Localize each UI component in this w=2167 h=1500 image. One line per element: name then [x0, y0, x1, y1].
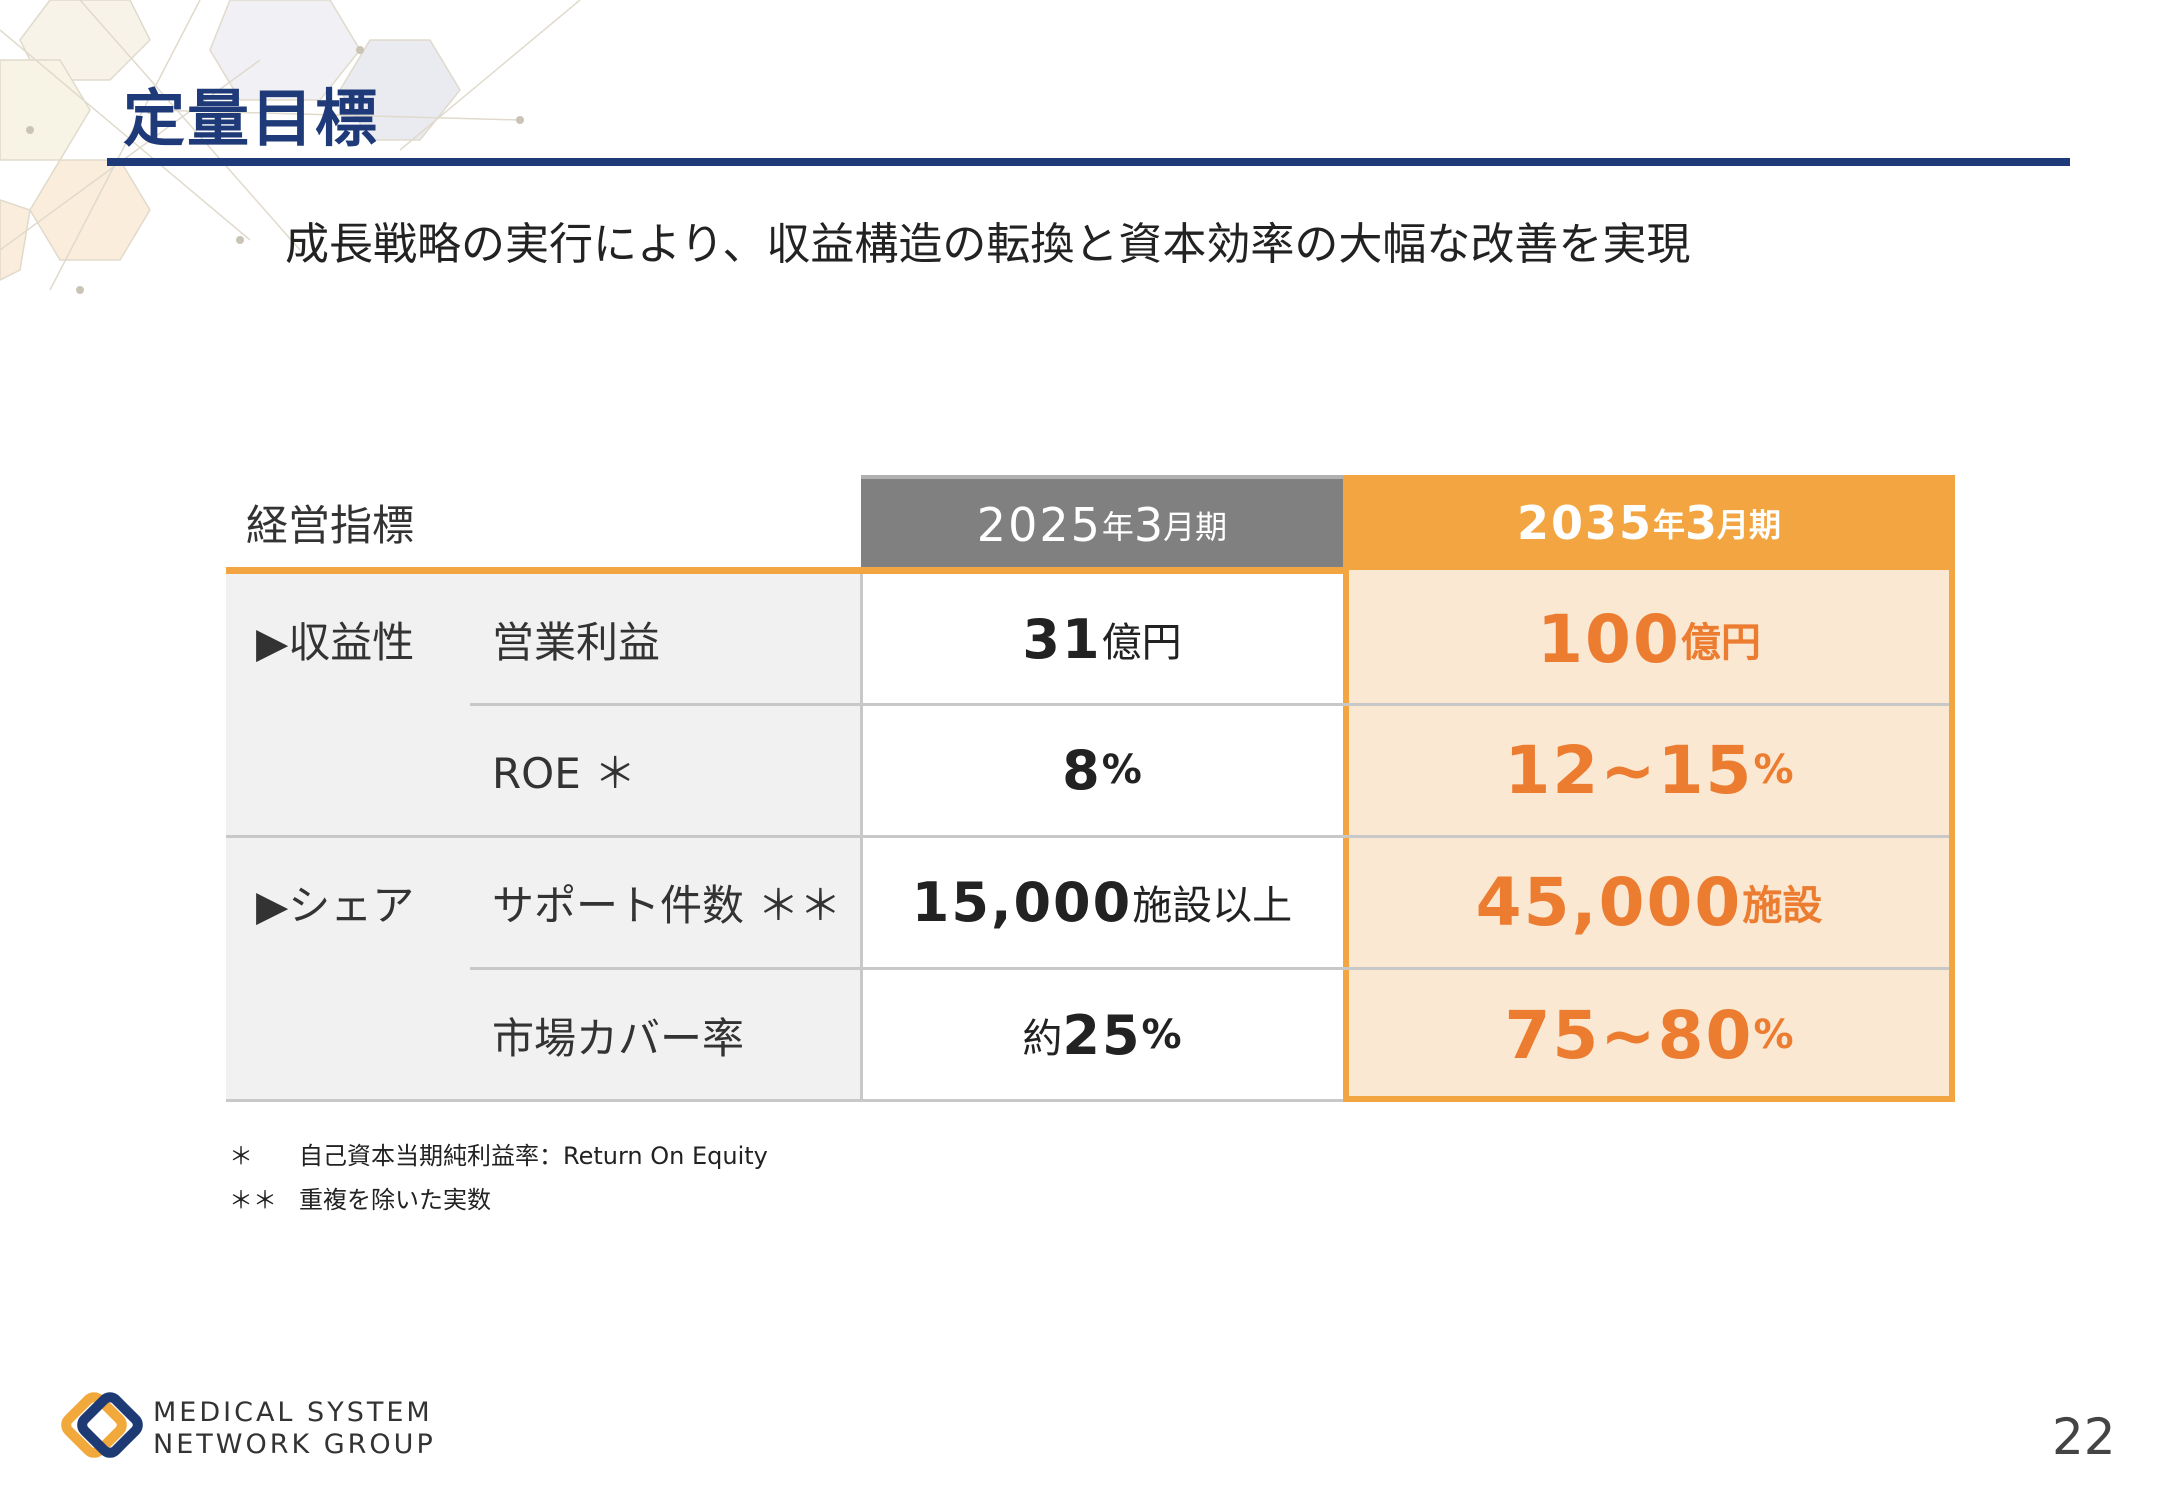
value-2035-market-coverage: 75~80%: [1504, 996, 1794, 1074]
value-2025-operating-profit: 31 億円: [861, 574, 1343, 704]
metric-support-count: サポート件数 ＊＊: [492, 880, 842, 930]
value-2035-roe: 12~15%: [1504, 731, 1794, 809]
hexagon-decoration: [0, 0, 581, 294]
value-2025-roe: 8%: [861, 704, 1343, 836]
value-2025-market-coverage: 約 25%: [861, 968, 1343, 1102]
slide-title: 定量目標: [123, 82, 380, 155]
value-2035-support-count: 45,000 施設: [1475, 863, 1823, 941]
column-divider: [860, 574, 863, 1102]
header-orange-rule: [226, 567, 1861, 574]
row-divider: [226, 835, 1949, 838]
metric-operating-profit: 営業利益: [492, 617, 661, 667]
footnote-text-1: 自己資本当期純利益率：Return On Equity: [299, 1142, 768, 1170]
footnote-mark-2: ＊＊: [229, 1186, 277, 1214]
metric-market-coverage: 市場カバー率: [492, 1013, 745, 1063]
label-area: [226, 574, 861, 1102]
slide-subtitle: 成長戦略の実行により、収益構造の転換と資本効率の大幅な改善を実現: [285, 219, 1691, 270]
company-logo-icon: [61, 1392, 143, 1458]
header-metric-label: 経営指標: [246, 501, 415, 550]
group-share: ▶シェア: [256, 880, 415, 930]
table-bottom-border: [226, 1099, 1343, 1102]
row-divider: [470, 703, 1949, 706]
value-2035-operating-profit: 100 億円: [1537, 600, 1761, 678]
group-profitability: ▶収益性: [256, 617, 415, 667]
row-divider: [470, 967, 1949, 970]
metric-roe: ROE ＊: [492, 748, 637, 798]
header-2035: 2035 年 3 月期: [1343, 475, 1955, 570]
header-2025: 2025 年 3 月期: [861, 475, 1343, 570]
page-number: 22: [2052, 1408, 2116, 1466]
footnote-mark-1: ＊: [229, 1142, 253, 1170]
title-underline: [107, 158, 2070, 166]
company-logo-text: MEDICAL SYSTEM NETWORK GROUP: [153, 1397, 436, 1460]
footnote-text-2: 重複を除いた実数: [299, 1186, 491, 1214]
value-2025-support-count: 15,000 施設以上: [861, 836, 1343, 968]
